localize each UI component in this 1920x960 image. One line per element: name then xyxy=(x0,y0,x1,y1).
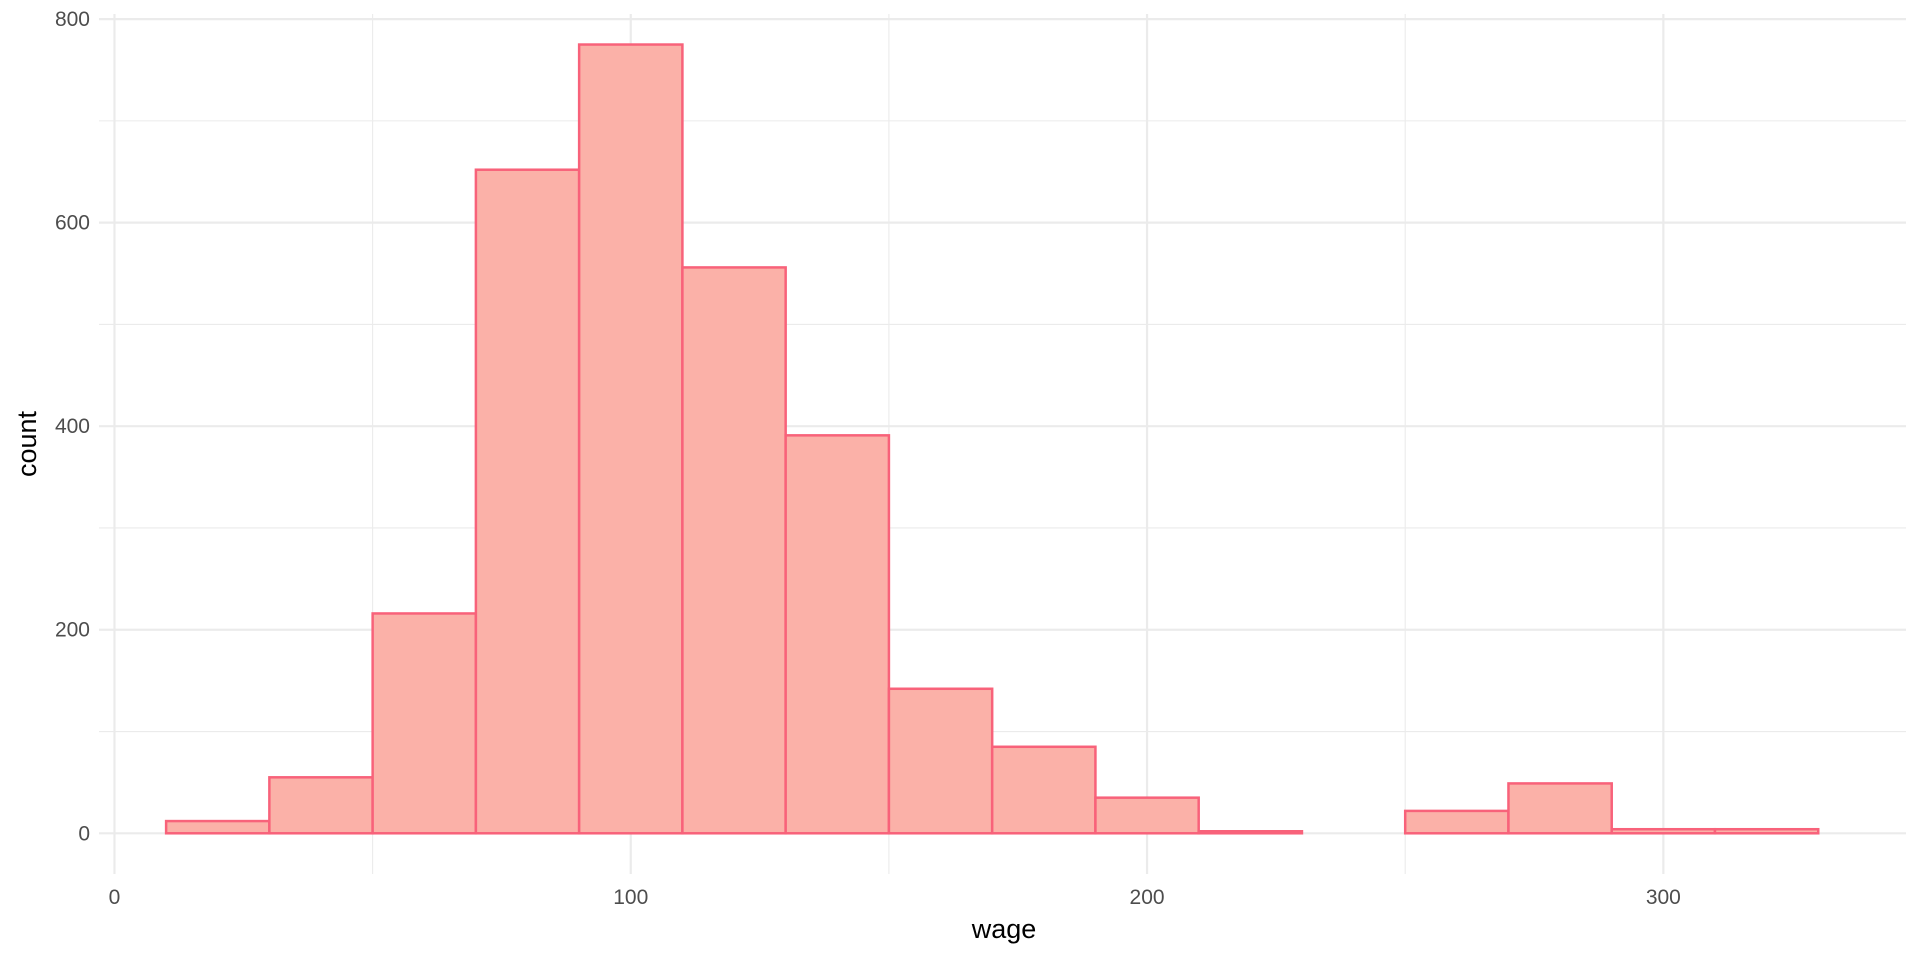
histogram-bar xyxy=(784,434,891,835)
histogram-bar xyxy=(1610,827,1717,835)
histogram-bar xyxy=(1713,827,1820,835)
x-axis-title: wage xyxy=(971,914,1037,944)
histogram-bars xyxy=(164,43,1820,835)
histogram-bar xyxy=(990,745,1097,835)
grid-lines xyxy=(99,14,1906,874)
histogram-bar xyxy=(1507,782,1613,835)
x-tick-label: 0 xyxy=(109,886,121,909)
histogram-bar xyxy=(1094,796,1200,835)
x-tick-label: 200 xyxy=(1130,886,1165,909)
histogram-bar xyxy=(887,687,994,835)
y-axis-title: count xyxy=(12,410,42,477)
y-tick-label: 400 xyxy=(55,415,90,438)
histogram-bar xyxy=(371,612,478,835)
histogram-bar xyxy=(577,43,684,835)
histogram-bar xyxy=(164,819,271,835)
x-axis-ticks: 0 100 200 300 xyxy=(109,886,1681,909)
y-tick-label: 600 xyxy=(55,212,90,235)
histogram-bar xyxy=(1197,830,1304,835)
x-tick-label: 100 xyxy=(613,886,648,909)
y-axis-ticks: 0 200 400 600 800 xyxy=(55,8,90,845)
y-tick-label: 800 xyxy=(55,8,90,31)
histogram-bar xyxy=(1403,809,1510,835)
y-tick-label: 0 xyxy=(78,822,90,845)
histogram-bar xyxy=(268,776,374,835)
y-tick-label: 200 xyxy=(55,619,90,642)
histogram-bar xyxy=(681,266,787,835)
x-tick-label: 300 xyxy=(1646,886,1681,909)
histogram-bar xyxy=(474,168,581,835)
